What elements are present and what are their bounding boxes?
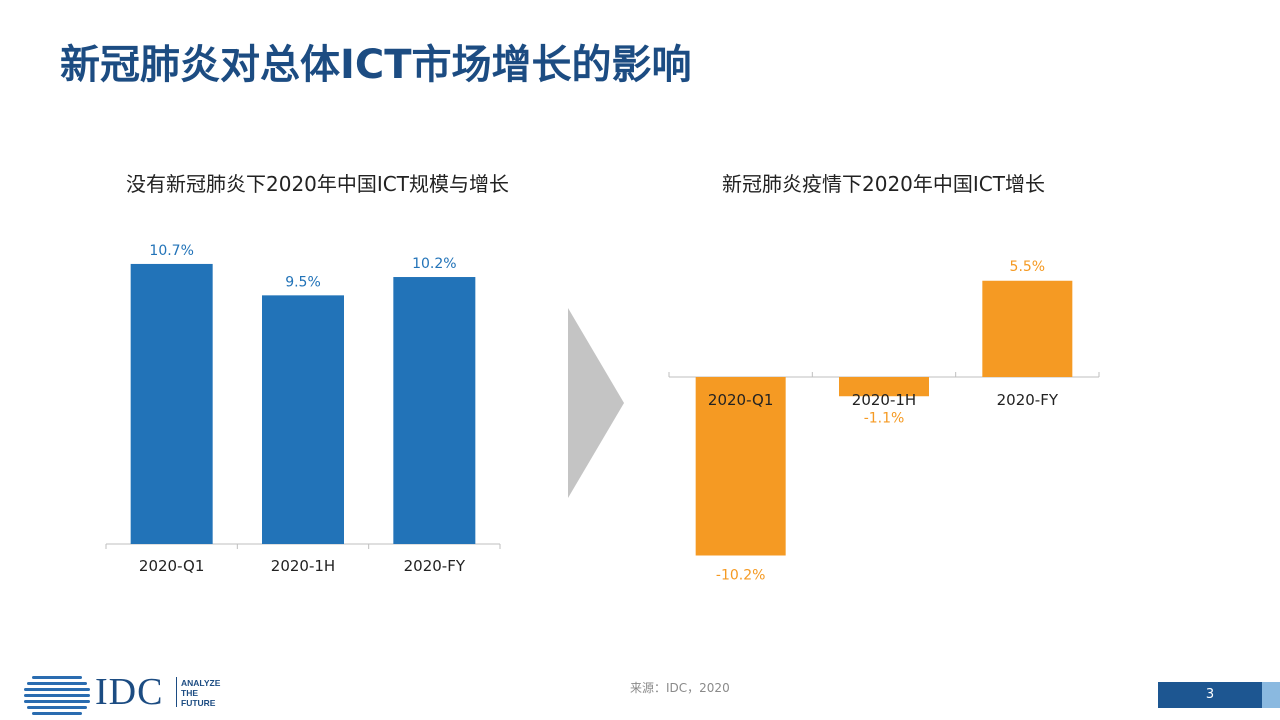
logo-text: IDC <box>95 671 164 713</box>
chart-title-right: 新冠肺炎疫情下2020年中国ICT增长 <box>722 172 1045 196</box>
data-label: 9.5% <box>285 274 321 290</box>
bar <box>839 377 929 397</box>
logo-tagline-line: FUTURE <box>181 698 216 708</box>
category-label: 2020-FY <box>997 391 1059 409</box>
category-label: 2020-Q1 <box>139 557 205 575</box>
page-number-accent <box>1262 682 1280 708</box>
chart-title-left: 没有新冠肺炎下2020年中国ICT规模与增长 <box>126 172 509 196</box>
logo-tagline-line: ANALYZE <box>181 678 221 688</box>
logo-tagline-line: THE <box>181 688 198 698</box>
transition-arrow <box>568 308 624 498</box>
logo-tagline: ANALYZE THE FUTURE <box>181 678 220 708</box>
logo-divider <box>176 677 177 707</box>
page-number: 3 <box>1158 682 1262 708</box>
slide-title: 新冠肺炎对总体ICT市场增长的影响 <box>60 42 692 88</box>
data-label: 10.7% <box>149 243 193 259</box>
category-label: 2020-1H <box>852 391 916 409</box>
idc-logo-globe-icon <box>24 676 90 715</box>
category-label: 2020-1H <box>271 557 335 575</box>
category-label: 2020-FY <box>404 557 466 575</box>
bar <box>262 295 344 544</box>
data-label: 10.2% <box>412 256 456 272</box>
bar <box>982 280 1073 377</box>
source-note: 来源：IDC，2020 <box>630 681 730 695</box>
data-label: 5.5% <box>1010 259 1046 275</box>
data-label: -1.1% <box>864 410 905 426</box>
category-label: 2020-Q1 <box>708 391 774 409</box>
bar <box>130 263 213 544</box>
data-label: -10.2% <box>716 568 766 584</box>
bar <box>695 377 786 556</box>
bar <box>393 277 476 544</box>
